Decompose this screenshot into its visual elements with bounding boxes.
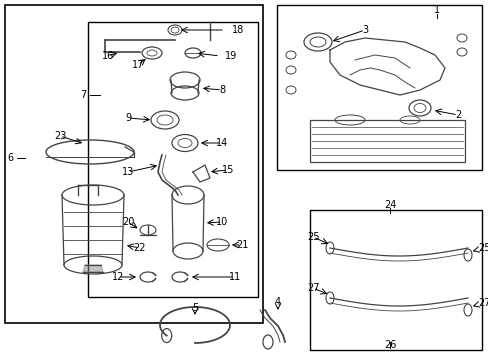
Text: 8: 8 (219, 85, 224, 95)
Text: 4: 4 (274, 297, 281, 307)
Text: 19: 19 (224, 51, 237, 61)
Text: 22: 22 (134, 243, 146, 253)
Text: 20: 20 (122, 217, 134, 227)
Text: 6: 6 (7, 153, 13, 163)
Text: 1: 1 (433, 5, 439, 15)
Text: 16: 16 (102, 51, 114, 61)
Bar (309, 210, 481, 350)
Bar (88, 22, 258, 297)
Text: 14: 14 (215, 138, 228, 148)
Text: 21: 21 (235, 240, 248, 250)
Text: 5: 5 (191, 303, 198, 313)
Text: 9: 9 (124, 113, 131, 123)
Text: 24: 24 (383, 200, 395, 210)
Text: 15: 15 (222, 165, 234, 175)
Text: 11: 11 (228, 272, 241, 282)
Text: 27: 27 (306, 283, 319, 293)
Text: 18: 18 (231, 25, 244, 35)
Bar (276, 5, 481, 170)
Text: 23: 23 (54, 131, 66, 141)
Bar (5, 5, 263, 323)
Text: 7: 7 (80, 90, 86, 100)
Text: 25: 25 (306, 232, 319, 242)
Text: 17: 17 (132, 60, 144, 70)
Text: 10: 10 (215, 217, 228, 227)
Text: 27: 27 (477, 298, 488, 308)
Text: 25: 25 (477, 243, 488, 253)
Text: 13: 13 (122, 167, 134, 177)
Text: 2: 2 (454, 110, 460, 120)
Text: 3: 3 (361, 25, 367, 35)
Bar (309, 120, 464, 162)
Text: 26: 26 (383, 340, 395, 350)
Text: 12: 12 (112, 272, 124, 282)
Polygon shape (83, 265, 103, 272)
